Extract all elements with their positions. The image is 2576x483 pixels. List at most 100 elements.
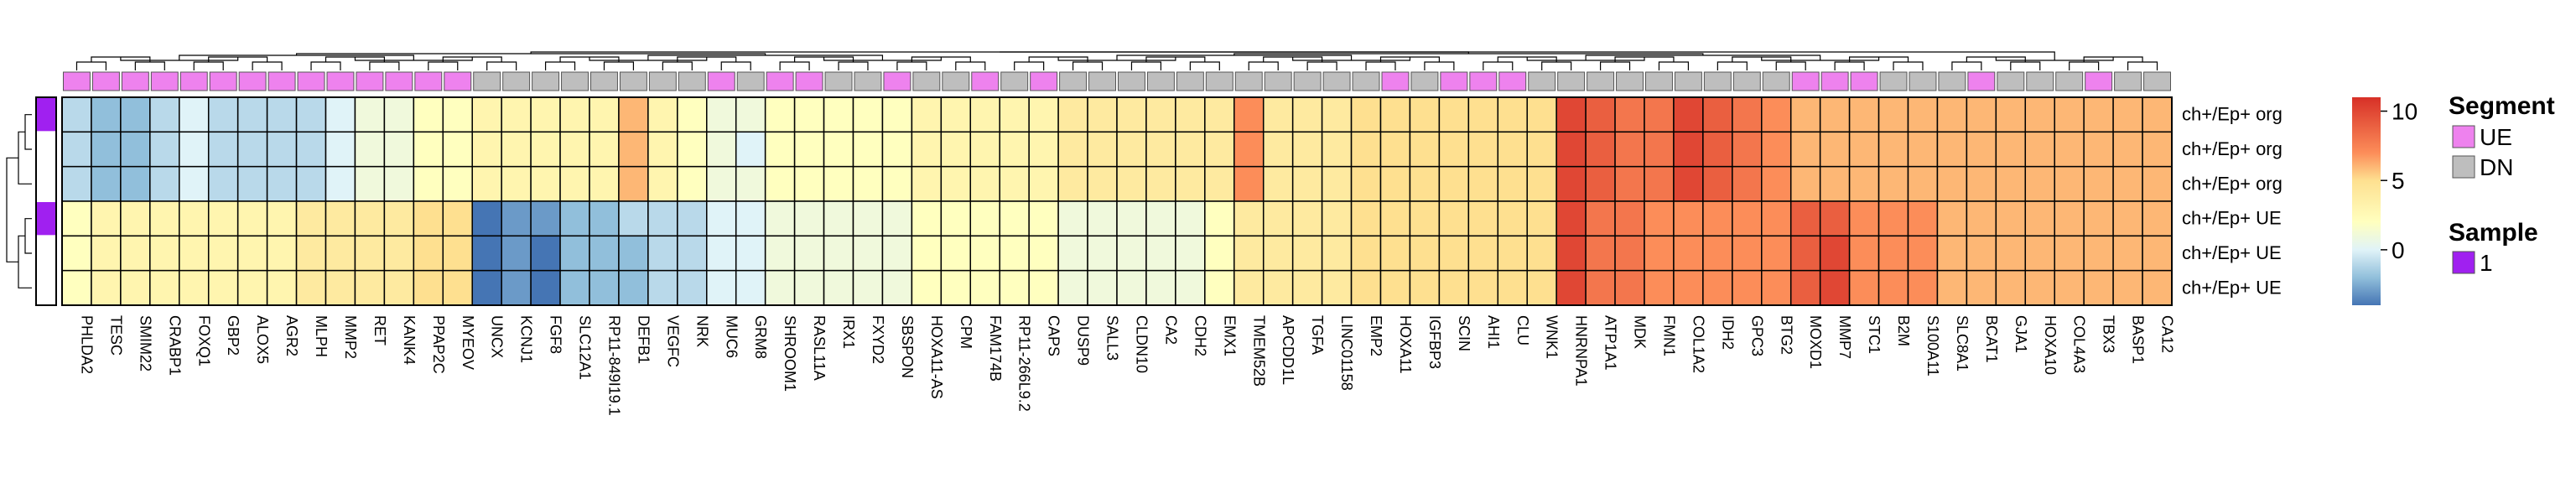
heatmap-cell (618, 165, 649, 202)
heatmap-cell (1116, 165, 1147, 202)
heatmap-cell (999, 96, 1030, 133)
heatmap-cell (852, 200, 884, 237)
segment-legend-ue-label: UE (2480, 124, 2512, 150)
heatmap-cell (1028, 96, 1059, 133)
heatmap-cell (1966, 200, 1997, 237)
heatmap-cell (911, 269, 943, 306)
heatmap-cell (1028, 269, 1059, 306)
segment-annotation-cell (1528, 71, 1556, 91)
heatmap-cell (1732, 96, 1763, 133)
heatmap-cell (1145, 235, 1176, 272)
heatmap-cell (1702, 269, 1733, 306)
heatmap-cell (442, 165, 473, 202)
segment-legend-dn-swatch (2452, 155, 2475, 179)
heatmap-cell (266, 131, 298, 168)
segment-annotation-cell (209, 71, 237, 91)
heatmap-cell (207, 96, 239, 133)
heatmap-cell (1145, 96, 1176, 133)
heatmap-cell (764, 131, 796, 168)
segment-annotation-cell (1440, 71, 1468, 91)
segment-annotation-cell (1762, 71, 1790, 91)
heatmap-cell (1644, 165, 1675, 202)
heatmap-cell (61, 235, 92, 272)
column-label: CLU (1514, 315, 1531, 345)
heatmap-cell (1321, 96, 1353, 133)
segment-annotation-cell (619, 71, 647, 91)
heatmap-cell (120, 131, 151, 168)
heatmap-cell (1789, 235, 1821, 272)
heatmap-cell (1438, 235, 1470, 272)
column-label: MMP7 (1836, 315, 1853, 359)
dendrogram-branch (1000, 51, 2055, 60)
dendrogram-branch (369, 61, 400, 70)
segment-annotation-bar (63, 71, 2172, 91)
heatmap-frame (61, 96, 2173, 306)
heatmap-cell (706, 165, 737, 202)
heatmap-cell (559, 131, 590, 168)
heatmap-cell (413, 165, 444, 202)
heatmap-cell (1526, 96, 1557, 133)
heatmap-cell (471, 96, 502, 133)
heatmap-cell (1877, 131, 1909, 168)
dendrogram-branch (1893, 61, 1924, 70)
segment-annotation-cell (1938, 71, 1966, 91)
heatmap-cell (1204, 131, 1235, 168)
heatmap-cell (764, 200, 796, 237)
heatmap-cell (647, 200, 678, 237)
heatmap-cell (354, 269, 386, 306)
heatmap-cell (1526, 235, 1557, 272)
dendrogram-branch (1834, 61, 1865, 70)
column-label: MDK (1632, 315, 1649, 349)
heatmap-cell (1848, 235, 1880, 272)
heatmap-cell (793, 96, 825, 133)
dendrogram-branch (662, 61, 693, 70)
heatmap-cell (1995, 200, 2027, 237)
heatmap-cell (999, 269, 1030, 306)
segment-annotation-cell (1674, 71, 1702, 91)
segment-annotation-cell (795, 71, 823, 91)
heatmap-cell (354, 200, 386, 237)
heatmap-cell (1907, 131, 1939, 168)
column-label: CAPS (1046, 315, 1062, 356)
dendrogram-branch (544, 61, 576, 70)
heatmap-cell (1467, 269, 1499, 306)
column-label: MYEOV (460, 315, 476, 370)
heatmap-cell (1555, 200, 1587, 237)
segment-annotation-cell (971, 71, 1000, 91)
segment-annotation-cell (2026, 71, 2054, 91)
heatmap-cell (413, 269, 444, 306)
heatmap-cell (2024, 96, 2055, 133)
heatmap-cell (2024, 269, 2055, 306)
segment-annotation-cell (1616, 71, 1644, 91)
dendrogram-branch (193, 61, 224, 70)
dendrogram-branch (1658, 61, 1690, 70)
heatmap-cell (2142, 200, 2173, 237)
column-dendrogram (75, 51, 2158, 70)
heatmap-cell (471, 269, 502, 306)
heatmap-cell (207, 165, 239, 202)
segment-annotation-cell (1967, 71, 1996, 91)
dendrogram-branch (1130, 61, 1162, 70)
dendrogram-branch (955, 61, 986, 70)
heatmap-cell (266, 269, 298, 306)
segment-annotation-cell (1879, 71, 1908, 91)
heatmap-cell (1409, 131, 1441, 168)
heatmap-cell (1262, 200, 1294, 237)
heatmap-cell (1233, 96, 1265, 133)
heatmap-cell (1614, 200, 1645, 237)
heatmap-cell (2054, 96, 2085, 133)
heatmap-cell (1936, 235, 1968, 272)
heatmap-cell (501, 235, 532, 272)
heatmap-cell (1555, 131, 1587, 168)
heatmap-cell (823, 131, 854, 168)
segment-annotation-cell (1030, 71, 1058, 91)
heatmap-cell (1438, 200, 1470, 237)
heatmap-cell (1848, 269, 1880, 306)
heatmap-cell (1702, 165, 1733, 202)
heatmap-cell (1644, 235, 1675, 272)
heatmap-cell (1702, 96, 1733, 133)
heatmap-cell (1936, 131, 1968, 168)
heatmap-cell (1438, 96, 1470, 133)
heatmap-cell (2142, 165, 2173, 202)
segment-annotation-cell (1293, 71, 1322, 91)
